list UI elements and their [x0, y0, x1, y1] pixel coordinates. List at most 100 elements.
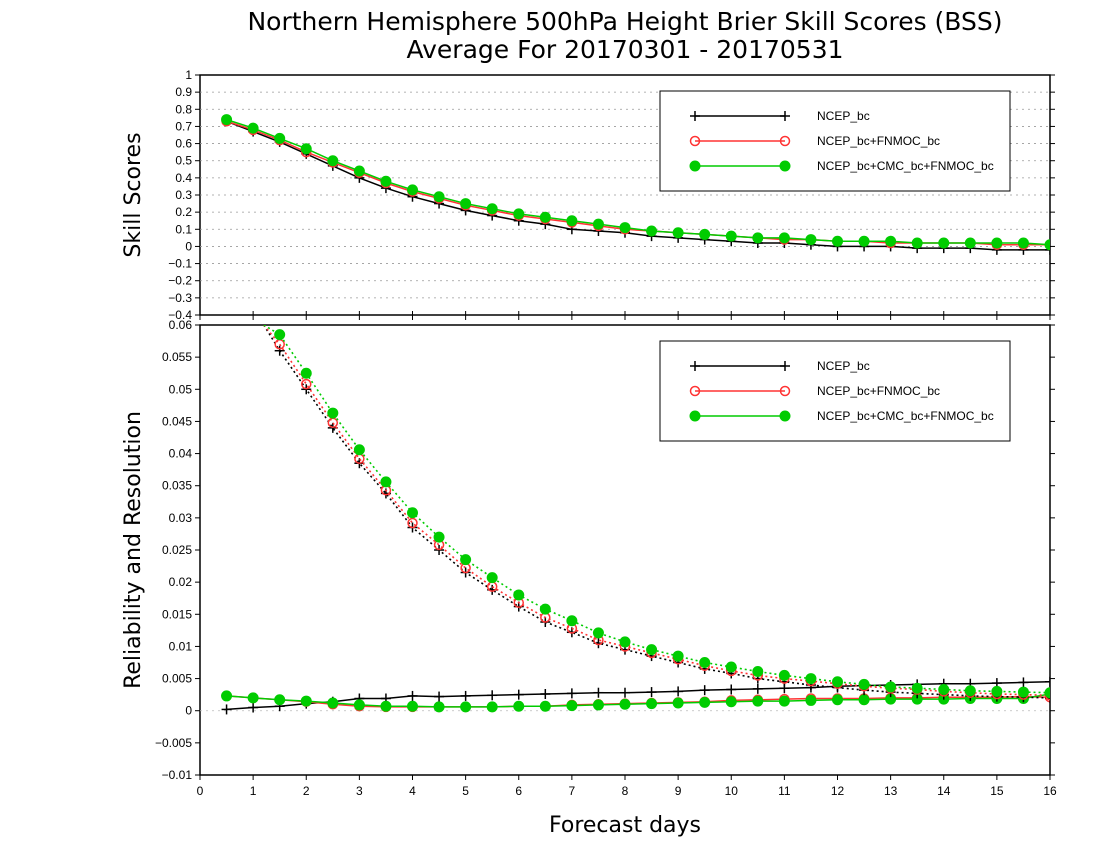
- bottom-x-tick-label: 1: [250, 784, 257, 798]
- top-plot-area: [221, 114, 1050, 255]
- bottom-legend-marker-ncep-bc-cmc-bc-fnmoc-bc: [689, 410, 701, 422]
- top-ncep-bc-cmc-bc-fnmoc-bc-point: [221, 114, 233, 126]
- bottom-legend-marker-ncep-bc-cmc-bc-fnmoc-bc: [779, 410, 791, 422]
- bottom-ncep-bc-cmc-bc-fnmoc-bc-resolution-point: [300, 367, 312, 379]
- bottom-ncep-bc-cmc-bc-fnmoc-bc-resolution-point: [832, 676, 843, 688]
- bottom-ncep-bc-cmc-bc-fnmoc-bc-resolution-point: [619, 636, 631, 648]
- top-ncep-bc-cmc-bc-fnmoc-bc-point: [672, 227, 684, 239]
- bottom-ncep-bc-cmc-bc-fnmoc-bc-point: [566, 700, 578, 712]
- bottom-ncep-bc-cmc-bc-fnmoc-bc-point: [699, 696, 711, 708]
- bottom-x-tick-label: 8: [622, 784, 629, 798]
- bottom-x-tick-label: 7: [569, 784, 576, 798]
- top-y-tick-label: 0: [185, 239, 192, 253]
- bottom-ncep-bc-cmc-bc-fnmoc-bc-point: [221, 690, 233, 702]
- top-ncep-bc-cmc-bc-fnmoc-bc-point: [778, 232, 790, 244]
- top-y-axis-title: Skill Scores: [121, 132, 146, 257]
- top-ncep-bc-cmc-bc-fnmoc-bc-point: [832, 235, 843, 247]
- bottom-y-tick-label: 0.01: [169, 639, 193, 653]
- chart-subtitle: Average For 20170301 - 20170531: [406, 35, 843, 64]
- bottom-ncep-bc-cmc-bc-fnmoc-bc-resolution-point: [1044, 687, 1050, 699]
- top-y-tick-label: −0.3: [168, 291, 192, 305]
- bottom-y-tick-label: 0.005: [162, 672, 192, 686]
- bottom-ncep-bc-cmc-bc-fnmoc-bc-point: [832, 694, 843, 706]
- bottom-ncep-bc-cmc-bc-fnmoc-bc-line: [226, 693, 1050, 708]
- bottom-y-tick-label: 0.05: [169, 382, 193, 396]
- top-legend-label-ncep-bc: NCEP_bc: [817, 109, 870, 123]
- x-axis-title: Forecast days: [549, 813, 701, 838]
- bottom-x-tick-label: 4: [409, 784, 416, 798]
- top-y-tick-label: 0.1: [175, 222, 192, 236]
- top-y-tick-label: 0.4: [175, 171, 192, 185]
- bottom-ncep-bc-fnmoc-bc-line: [226, 695, 1050, 708]
- bottom-ncep-bc-cmc-bc-fnmoc-bc-point: [513, 700, 525, 712]
- top-legend-label-ncep-bc-fnmoc-bc: NCEP_bc+FNMOC_bc: [817, 134, 940, 148]
- bottom-x-tick-label: 6: [515, 784, 522, 798]
- bottom-ncep-bc-cmc-bc-fnmoc-bc-resolution-point: [327, 407, 339, 419]
- bottom-y-tick-label: 0.06: [169, 318, 193, 332]
- bottom-ncep-bc-cmc-bc-fnmoc-bc-resolution-point: [407, 507, 418, 519]
- bottom-ncep-bc-cmc-bc-fnmoc-bc-resolution-point: [964, 685, 976, 697]
- bottom-ncep-bc-fnmoc-bc-resolution-point: [301, 378, 312, 390]
- top-ncep-bc-cmc-bc-fnmoc-bc-point: [433, 191, 445, 203]
- bottom-ncep-bc-cmc-bc-fnmoc-bc-resolution-point: [539, 603, 551, 615]
- bottom-ncep-bc-cmc-bc-fnmoc-bc-resolution-point: [778, 669, 790, 681]
- bottom-x-tick-label: 5: [462, 784, 469, 798]
- bottom-y-tick-label: 0.015: [162, 607, 192, 621]
- bottom-panel: 0.060.0550.050.0450.040.0350.030.0250.02…: [121, 318, 1057, 798]
- bottom-x-tick-label: 10: [725, 784, 739, 798]
- bottom-ncep-bc-cmc-bc-fnmoc-bc-point: [247, 692, 259, 704]
- top-ncep-bc-cmc-bc-fnmoc-bc-point: [619, 222, 631, 234]
- bottom-legend-label-ncep-bc: NCEP_bc: [817, 359, 870, 373]
- bottom-x-tick-label: 12: [831, 784, 845, 798]
- bottom-y-tick-label: 0: [185, 704, 192, 718]
- bottom-ncep-bc-cmc-bc-fnmoc-bc-point: [539, 700, 551, 712]
- top-y-tick-label: 0.2: [175, 205, 192, 219]
- top-legend-marker-ncep-bc-cmc-bc-fnmoc-bc: [779, 160, 791, 172]
- bottom-y-tick-label: 0.025: [162, 543, 192, 557]
- top-legend-marker-ncep-bc-fnmoc-bc: [779, 135, 791, 147]
- bottom-ncep-bc-cmc-bc-fnmoc-bc-point: [380, 700, 392, 712]
- bottom-ncep-bc-cmc-bc-fnmoc-bc-point: [752, 695, 764, 707]
- bottom-x-tick-label: 0: [197, 784, 204, 798]
- bottom-ncep-bc-cmc-bc-fnmoc-bc-resolution-point: [911, 682, 923, 694]
- bottom-ncep-bc-cmc-bc-fnmoc-bc-resolution-point: [274, 329, 286, 341]
- top-ncep-bc-cmc-bc-fnmoc-bc-point: [752, 232, 764, 244]
- bottom-ncep-bc-cmc-bc-fnmoc-bc-resolution-point: [513, 589, 525, 601]
- bottom-legend-marker-ncep-bc-fnmoc-bc: [689, 385, 701, 397]
- bottom-x-tick-label: 15: [990, 784, 1004, 798]
- top-legend-marker-ncep-bc-cmc-bc-fnmoc-bc: [689, 160, 701, 172]
- top-ncep-bc-cmc-bc-fnmoc-bc-point: [1044, 239, 1050, 251]
- bottom-ncep-bc-cmc-bc-fnmoc-bc-resolution-point: [885, 681, 897, 693]
- top-ncep-bc-cmc-bc-fnmoc-bc-point: [592, 218, 604, 230]
- bottom-x-tick-label: 3: [356, 784, 363, 798]
- bottom-ncep-bc-cmc-bc-fnmoc-bc-point: [805, 694, 817, 706]
- top-ncep-bc-cmc-bc-fnmoc-bc-point: [407, 184, 418, 196]
- bottom-y-axis-title: Reliability and Resolution: [121, 411, 146, 689]
- top-ncep-bc-cmc-bc-fnmoc-bc-point: [646, 225, 658, 237]
- chart-title: Northern Hemisphere 500hPa Height Brier …: [247, 7, 1002, 36]
- bottom-ncep-bc-fnmoc-bc-resolution-point: [407, 517, 418, 529]
- bottom-ncep-bc-cmc-bc-fnmoc-bc-resolution-point: [460, 554, 472, 566]
- top-ncep-bc-cmc-bc-fnmoc-bc-point: [247, 122, 259, 134]
- bottom-legend-label-ncep-bc-cmc-bc-fnmoc-bc: NCEP_bc+CMC_bc+FNMOC_bc: [817, 409, 994, 423]
- bottom-ncep-bc-cmc-bc-fnmoc-bc-point: [778, 695, 790, 707]
- top-y-tick-label: −0.4: [168, 308, 192, 322]
- bottom-x-tick-label: 2: [303, 784, 310, 798]
- bottom-legend-marker-ncep-bc-fnmoc-bc: [779, 385, 791, 397]
- bottom-ncep-bc-fnmoc-bc-resolution-line: [263, 325, 1050, 697]
- top-y-tick-label: 0.5: [175, 154, 192, 168]
- bottom-ncep-bc-cmc-bc-fnmoc-bc-point: [672, 697, 684, 709]
- bottom-y-tick-label: 0.02: [169, 575, 193, 589]
- bottom-ncep-bc-cmc-bc-fnmoc-bc-resolution-point: [433, 531, 445, 543]
- top-legend-label-ncep-bc-cmc-bc-fnmoc-bc: NCEP_bc+CMC_bc+FNMOC_bc: [817, 159, 994, 173]
- bottom-ncep-bc-cmc-bc-fnmoc-bc-resolution-point: [566, 615, 578, 627]
- top-ncep-bc-cmc-bc-fnmoc-bc-point: [353, 165, 365, 177]
- top-y-tick-label: 0.6: [175, 137, 192, 151]
- top-ncep-bc-cmc-bc-fnmoc-bc-point: [327, 155, 339, 167]
- top-ncep-bc-cmc-bc-fnmoc-bc-point: [805, 234, 817, 246]
- bottom-ncep-bc-cmc-bc-fnmoc-bc-resolution-point: [646, 644, 658, 656]
- bottom-ncep-bc-cmc-bc-fnmoc-bc-resolution-point: [486, 572, 498, 584]
- top-ncep-bc-cmc-bc-fnmoc-bc-point: [539, 211, 551, 223]
- top-y-tick-label: −0.1: [168, 257, 192, 271]
